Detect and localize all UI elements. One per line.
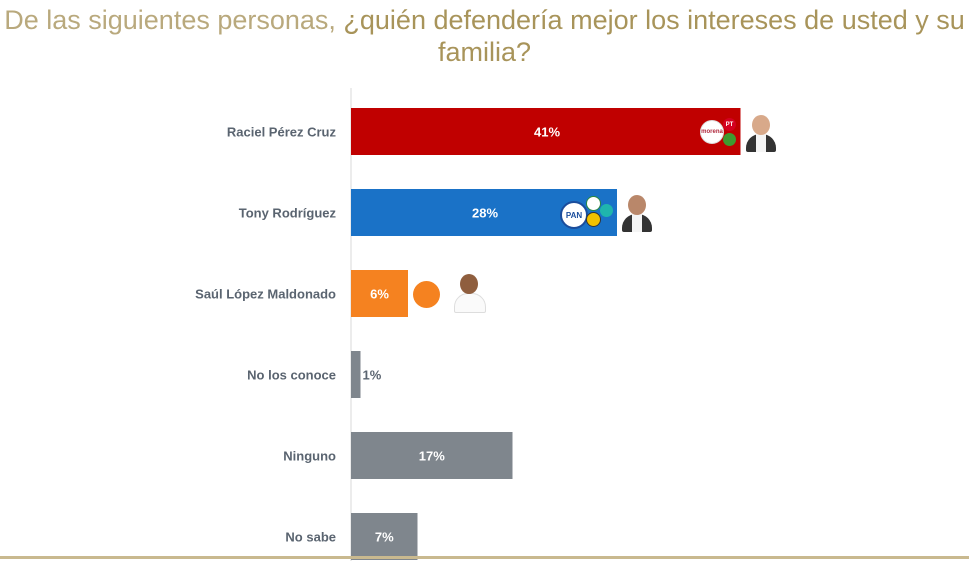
candidate-photo-raciel <box>744 112 778 152</box>
category-label-4: Ninguno <box>283 449 336 464</box>
morena-logo-icon: morena <box>700 120 724 144</box>
candidate-photo-tony <box>620 192 654 232</box>
bar-3 <box>351 351 361 398</box>
chart-title: De las siguientes personas, ¿quién defen… <box>0 4 969 68</box>
value-label-2: 6% <box>370 287 389 302</box>
title-prefix: De las siguientes personas, <box>4 5 344 35</box>
category-label-1: Tony Rodríguez <box>239 206 337 221</box>
pvem-logo-icon <box>723 133 736 146</box>
category-label-3: No los conoce <box>247 368 336 383</box>
candidate-photo-saul <box>452 271 486 313</box>
category-label-2: Saúl López Maldonado <box>195 287 336 302</box>
value-label-5: 7% <box>375 530 394 545</box>
pt-logo-icon: PT <box>723 118 736 131</box>
category-label-5: No sabe <box>285 530 336 545</box>
pes-logo-icon <box>600 204 613 217</box>
value-label-4: 17% <box>419 449 445 464</box>
prd-logo-icon <box>586 212 601 227</box>
value-label-3: 1% <box>363 368 382 383</box>
mc-logo-icon <box>413 281 440 308</box>
bar-5 <box>351 513 418 560</box>
bar-2 <box>351 270 408 317</box>
bar-0 <box>351 108 741 155</box>
title-question-end: familia? <box>437 37 532 67</box>
category-label-0: Raciel Pérez Cruz <box>227 125 337 140</box>
bottom-border <box>0 556 969 559</box>
pan-logo-icon: PAN <box>560 201 588 229</box>
pri-logo-icon <box>586 196 601 211</box>
title-question: ¿quién defendería mejor los intereses de… <box>343 5 965 35</box>
value-label-0: 41% <box>534 125 560 140</box>
bar-4 <box>351 432 513 479</box>
value-label-1: 28% <box>472 206 498 221</box>
